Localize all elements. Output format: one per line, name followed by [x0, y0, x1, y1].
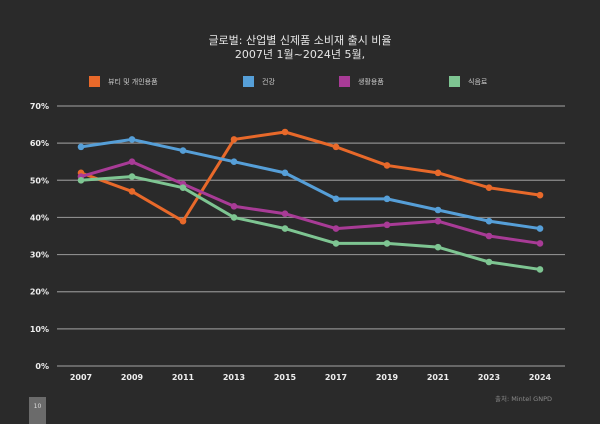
data-point — [77, 143, 85, 151]
y-tick-label: 0% — [35, 362, 49, 371]
y-tick-label: 40% — [30, 213, 49, 222]
legend-swatch — [243, 76, 254, 87]
data-point — [485, 232, 493, 240]
data-point — [383, 162, 391, 169]
data-point — [383, 195, 391, 203]
chart-title-text: 글로벌: 산업별 신제품 소비재 출시 비율 — [208, 34, 392, 47]
x-tick-label: 2011 — [172, 373, 195, 382]
legend-item-health: 건강 — [243, 76, 275, 87]
data-point — [281, 225, 289, 232]
data-point — [434, 243, 442, 251]
series-line-1 — [80, 137, 541, 231]
data-point — [485, 217, 493, 225]
data-point — [332, 240, 340, 247]
x-tick-label: 2023 — [478, 373, 500, 382]
series-line-0 — [80, 130, 541, 223]
legend-swatch — [449, 76, 460, 87]
data-point — [434, 206, 442, 214]
source-note: 출처: Mintel GNPD — [495, 395, 552, 403]
data-point — [230, 158, 238, 166]
y-tick-label: 30% — [30, 251, 49, 260]
legend-label: 생활용품 — [358, 77, 384, 86]
legend-item-beauty: 뷰티 및 개인용품 — [89, 76, 158, 87]
legend-item-food: 식음료 — [449, 76, 487, 87]
x-tick-label: 2017 — [325, 373, 347, 382]
data-point — [332, 225, 340, 232]
y-tick-label: 10% — [30, 325, 49, 334]
x-tick-label: 2007 — [70, 373, 92, 382]
data-point — [128, 136, 136, 143]
chart-subtitle: 2007년 1월~2024년 5월, — [234, 48, 366, 61]
data-point — [281, 169, 289, 177]
data-point — [179, 217, 187, 225]
legend-label: 뷰티 및 개인용품 — [108, 77, 158, 86]
data-point — [281, 128, 289, 136]
y-tick-label: 50% — [30, 176, 49, 185]
series-line-2 — [80, 160, 541, 245]
data-point — [332, 195, 340, 203]
legend-swatch — [89, 76, 100, 87]
data-point — [485, 184, 493, 192]
legend-label: 식음료 — [468, 77, 488, 86]
data-point — [230, 214, 238, 221]
x-tick-label: 2021 — [427, 373, 450, 382]
x-tick-label: 2015 — [274, 373, 297, 382]
data-point — [179, 184, 187, 192]
data-point — [128, 173, 136, 180]
data-point — [434, 169, 442, 177]
data-point — [77, 176, 85, 184]
legend-item-household: 생활용품 — [339, 76, 384, 87]
data-point — [536, 266, 544, 273]
data-point — [230, 202, 238, 210]
data-point — [128, 158, 136, 166]
x-tick-label: 2009 — [121, 373, 144, 382]
data-point — [434, 217, 442, 225]
data-point — [383, 240, 391, 247]
x-tick-label: 2013 — [223, 373, 245, 382]
data-point — [536, 191, 544, 199]
data-point — [332, 143, 340, 151]
data-point — [179, 147, 187, 154]
legend-swatch — [339, 76, 350, 87]
data-point — [383, 221, 391, 229]
data-point — [536, 225, 544, 232]
y-tick-label: 60% — [30, 139, 49, 148]
data-point — [128, 188, 136, 195]
legend-label: 건강 — [262, 77, 275, 86]
x-tick-label: 2019 — [376, 373, 399, 382]
series-line-3 — [80, 175, 541, 271]
data-point — [281, 210, 289, 218]
data-point — [230, 136, 238, 143]
page-number: 10 — [29, 397, 46, 424]
chart-title: 글로벌: 산업별 신제품 소비재 출시 비율 2007년 1월~2024년 5월… — [0, 34, 600, 62]
y-tick-label: 20% — [30, 288, 49, 297]
data-point — [536, 240, 544, 247]
x-tick-label: 2024 — [529, 373, 552, 382]
data-point — [485, 258, 493, 266]
y-tick-label: 70% — [30, 102, 49, 111]
